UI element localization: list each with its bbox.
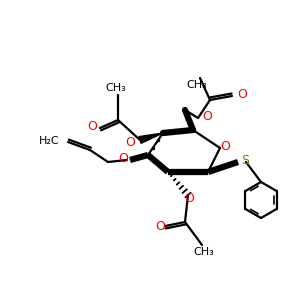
Polygon shape xyxy=(139,133,163,143)
Text: O: O xyxy=(202,110,212,122)
Text: O: O xyxy=(220,140,230,152)
Text: CH₃: CH₃ xyxy=(187,80,207,90)
Text: H₂C: H₂C xyxy=(39,136,60,146)
Text: O: O xyxy=(184,193,194,206)
Text: O: O xyxy=(237,88,247,101)
Text: O: O xyxy=(155,220,165,232)
Text: S: S xyxy=(241,154,249,167)
Text: O: O xyxy=(87,121,97,134)
Text: O: O xyxy=(118,152,128,166)
Text: O: O xyxy=(125,136,135,148)
Text: CH₃: CH₃ xyxy=(194,247,214,257)
Text: CH₃: CH₃ xyxy=(106,83,126,93)
